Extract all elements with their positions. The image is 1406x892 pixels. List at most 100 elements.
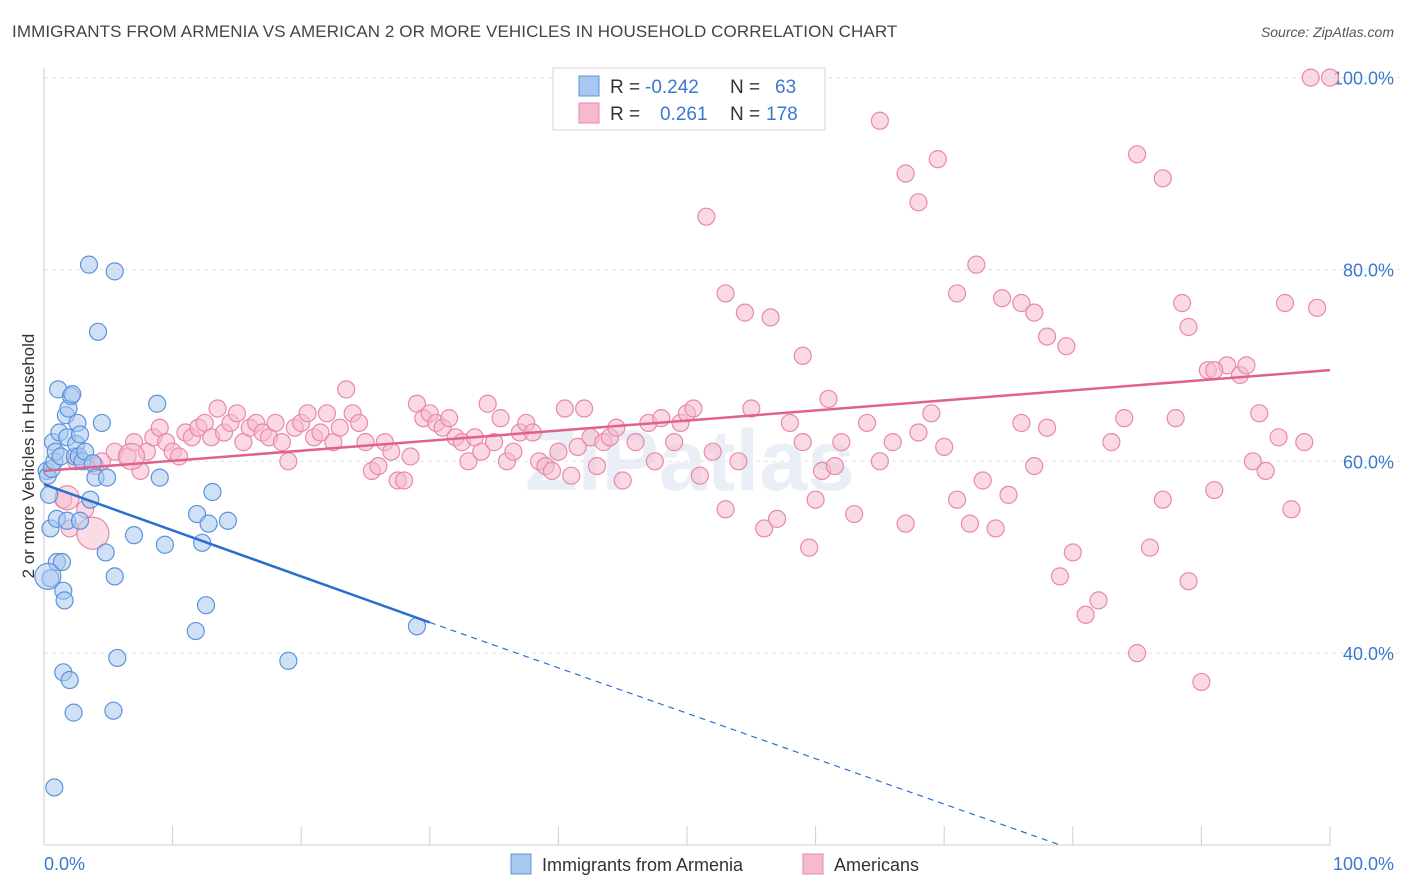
americans-point [832,433,851,452]
americans-point [279,452,298,471]
americans-point [896,514,915,533]
americans-point [1166,409,1185,428]
armenia-point [79,255,99,274]
americans-point [716,500,735,519]
y-tick-label: 60.0% [1343,452,1394,472]
americans-point [947,284,967,303]
armenia-point [105,262,124,281]
americans-point [1301,68,1320,87]
americans-point [1192,672,1211,692]
y-tick-labels: 40.0% 60.0% 80.0% 100.0% [1333,69,1394,665]
trend-lines [43,368,1331,846]
armenia-trend-extension [429,621,1061,846]
americans-point [555,399,574,418]
americans-point [767,509,787,528]
americans-point [330,418,349,437]
americans-point [1140,538,1160,557]
americans-point [800,538,819,557]
legend-n-label-americans: N = [730,104,760,125]
chart-title: IMMIGRANTS FROM ARMENIA VS AMERICAN 2 OR… [12,22,898,41]
americans-point [870,452,890,471]
x-tick-label: 0.0% [44,854,85,874]
americans-point [690,466,709,485]
americans-point [845,504,864,524]
americans-point [542,461,562,480]
armenia-point [104,701,123,720]
americans-point [227,404,246,423]
americans-point [684,399,703,418]
americans-point [780,413,799,433]
americans-point [382,442,401,461]
americans-point [761,308,780,327]
americans-point [793,346,812,365]
americans-point [266,413,285,433]
americans-point [645,452,664,471]
legend-r-value-americans: 0.261 [660,104,708,125]
americans-point [1205,480,1224,500]
armenia-point [34,562,62,591]
americans-point [1179,317,1198,337]
americans-point [1173,293,1192,313]
bottom-legend-swatch-americans [802,853,824,875]
americans-point [394,471,414,490]
americans-point [928,150,947,169]
americans-point [922,404,941,423]
americans-point [697,207,716,226]
americans-point [1012,293,1031,313]
americans-point [337,380,356,399]
y-tick-label: 40.0% [1343,644,1394,664]
americans-point [819,389,838,409]
americans-point [317,404,337,423]
americans-point [1037,418,1057,437]
americans-point [742,399,761,418]
armenia-trend-line [43,483,431,624]
americans-point [1237,356,1256,375]
americans-point [1308,298,1327,317]
y-axis-label: 2 or more Vehicles in Household [19,334,38,579]
americans-point [1320,68,1340,87]
armenia-point [96,543,115,562]
americans-point [472,442,491,461]
americans-point [1050,567,1070,586]
y-tick-label: 100.0% [1333,69,1394,89]
legend-r-label-armenia: R = [610,77,640,98]
armenia-point [279,651,298,670]
americans-trend-line [43,368,1331,473]
armenia-point [186,621,205,641]
legend-n-value-americans: 178 [766,104,798,125]
americans-point [272,433,292,452]
americans-point [562,466,581,485]
legend-swatch-armenia [578,75,600,97]
americans-point [986,519,1005,538]
americans-point [806,490,825,509]
americans-point [1089,591,1108,610]
watermark: ZIPatlas [525,413,855,509]
americans-point [896,164,915,183]
americans-point [1256,461,1275,480]
armenia-point [92,413,111,433]
armenia-point [70,425,90,444]
americans-point [703,442,722,461]
americans-point [575,399,594,418]
bottom-legend-swatch-armenia [510,853,532,875]
americans-point [1269,428,1288,447]
legend-n-value-armenia: 63 [775,77,796,98]
armenia-point [196,596,216,615]
americans-point [613,471,632,490]
axes [43,68,1330,846]
americans-point [1243,452,1262,471]
armenia-point [150,468,169,487]
armenia-point [105,567,124,586]
americans-point [1076,605,1095,624]
americans-point [665,433,684,452]
americans-point [349,413,369,433]
americans-point [883,433,902,452]
americans-point [478,394,497,413]
americans-point [999,485,1018,504]
americans-point [169,447,189,466]
americans-point [1153,490,1172,509]
x-tick-labels: 0.0% 100.0% [44,854,1394,874]
americans-point [485,433,504,452]
americans-point [369,456,388,476]
